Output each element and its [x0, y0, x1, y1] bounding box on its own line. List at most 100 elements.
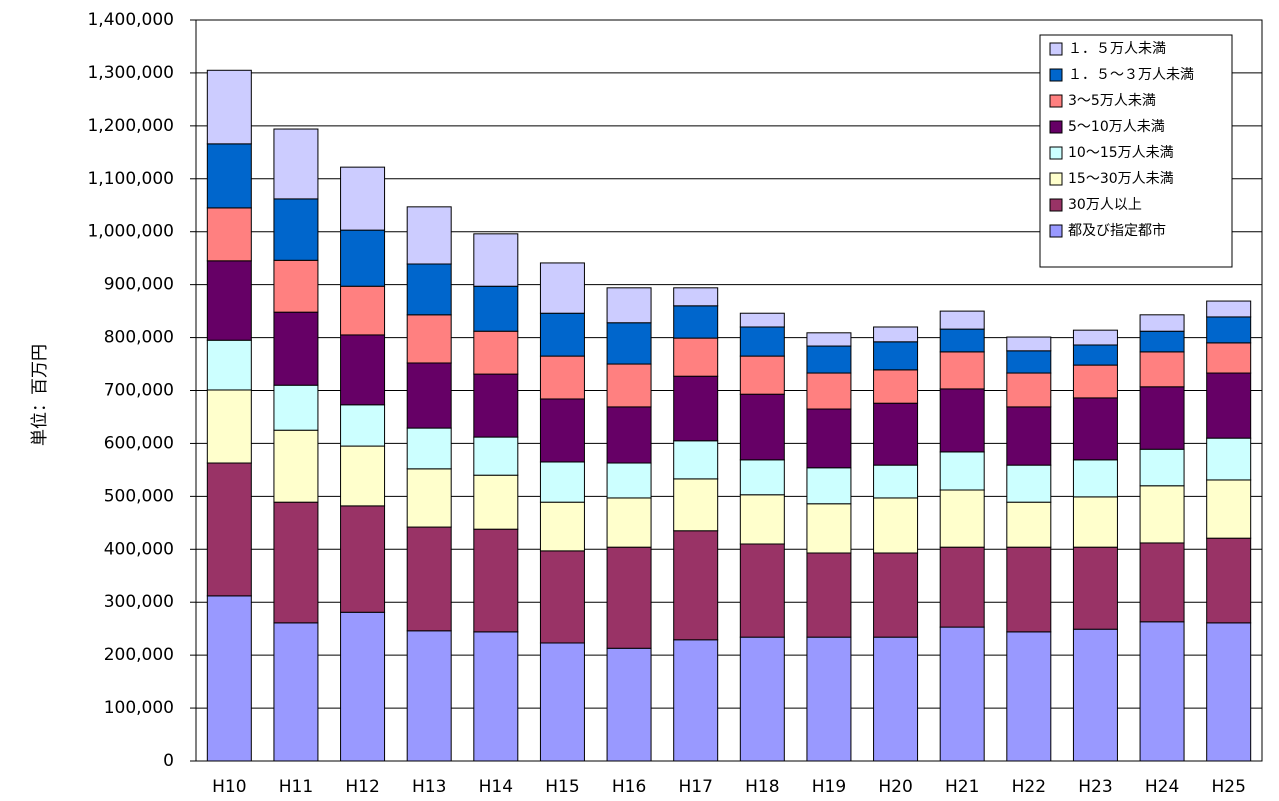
- bar-segment: [539, 398, 585, 463]
- bar-segment: [473, 285, 519, 332]
- bar-segment: [340, 445, 386, 507]
- x-tick-label: H18: [745, 777, 779, 797]
- bar-segment: [739, 312, 785, 328]
- bar-segment: [739, 326, 785, 357]
- bar-segment: [806, 332, 852, 347]
- bar-segment: [206, 69, 252, 145]
- bar-segment: [340, 404, 386, 447]
- bar-segment: [1072, 364, 1118, 399]
- x-tick-label: H21: [945, 777, 979, 797]
- bar-segment: [1072, 496, 1118, 548]
- bar-segment: [939, 451, 985, 491]
- bar-segment: [473, 330, 519, 375]
- bar-segment: [1139, 351, 1185, 388]
- legend: １．５万人未満 １．５～３万人未満 3～5万人未満 5～10万人未満 10～15万人未満…: [1039, 34, 1233, 268]
- x-tick-label: H10: [212, 777, 246, 797]
- bar-segment: [273, 384, 319, 431]
- bar-segment: [273, 622, 319, 762]
- legend-swatch: [1049, 42, 1063, 56]
- bar-segment: [606, 406, 652, 464]
- bar-segment: [340, 229, 386, 287]
- bar-segment: [1206, 537, 1252, 624]
- y-tick-label: 0: [163, 751, 174, 771]
- legend-swatch: [1049, 172, 1063, 186]
- bar-segment: [1006, 372, 1052, 408]
- bar-segment: [873, 369, 919, 404]
- bar-segment: [206, 462, 252, 597]
- bar-segment: [806, 372, 852, 410]
- bar-segment: [1139, 448, 1185, 487]
- bar-segment: [606, 497, 652, 548]
- bar-segment: [1072, 459, 1118, 498]
- bar-segment: [806, 636, 852, 762]
- bar-segment: [1139, 621, 1185, 762]
- bar-segment: [606, 287, 652, 324]
- bar-segment: [406, 362, 452, 429]
- bar-segment: [1206, 372, 1252, 439]
- bar-segment: [873, 326, 919, 343]
- x-tick-label: H13: [412, 777, 446, 797]
- x-tick-label: H11: [279, 777, 313, 797]
- y-tick-label: 800,000: [104, 328, 174, 348]
- x-tick-label: H16: [612, 777, 646, 797]
- x-tick-label: H23: [1078, 777, 1112, 797]
- y-tick-label: 100,000: [104, 698, 174, 718]
- bar-segment: [739, 636, 785, 762]
- legend-label: 都及び指定都市: [1068, 222, 1166, 239]
- bar-segment: [806, 552, 852, 638]
- bar-segment: [539, 312, 585, 357]
- bar-segment: [273, 259, 319, 313]
- bar-segment: [873, 402, 919, 466]
- bar-segment: [473, 474, 519, 530]
- y-tick-label: 700,000: [104, 381, 174, 401]
- legend-swatch: [1049, 68, 1063, 82]
- y-tick-label: 300,000: [104, 592, 174, 612]
- bar-segment: [939, 351, 985, 390]
- bar-segment: [606, 322, 652, 365]
- bar-segment: [873, 341, 919, 371]
- bar-segment: [873, 464, 919, 499]
- x-tick-label: H24: [1145, 777, 1179, 797]
- bar-segment: [673, 440, 719, 480]
- bar-segment: [1072, 546, 1118, 630]
- bar-segment: [673, 530, 719, 641]
- bar-segment: [806, 503, 852, 554]
- legend-label: 10～15万人未満: [1068, 145, 1174, 161]
- y-tick-label: 1,000,000: [87, 222, 174, 242]
- bar-segment: [1072, 397, 1118, 461]
- bar-segment: [673, 305, 719, 339]
- x-tick-label: H22: [1012, 777, 1046, 797]
- bar-segment: [539, 355, 585, 400]
- bar-segment: [939, 489, 985, 548]
- x-tick-label: H14: [479, 777, 513, 797]
- bar-segment: [406, 427, 452, 470]
- x-tick-label: H12: [345, 777, 379, 797]
- legend-swatch: [1049, 198, 1063, 212]
- legend-swatch: [1049, 146, 1063, 160]
- bar-segment: [1139, 485, 1185, 544]
- y-tick-label: 1,400,000: [87, 10, 174, 30]
- x-tick-label: H15: [545, 777, 579, 797]
- bar-segment: [806, 408, 852, 469]
- bar-segment: [673, 639, 719, 762]
- legend-swatch: [1049, 224, 1063, 238]
- y-tick-label: 1,100,000: [87, 169, 174, 189]
- bar-segment: [739, 393, 785, 461]
- x-tick-label: H17: [678, 777, 712, 797]
- bar-segment: [1139, 386, 1185, 450]
- bar-segment: [406, 526, 452, 632]
- bar-segment: [1139, 542, 1185, 623]
- x-tick-label: H19: [812, 777, 846, 797]
- legend-label: １．５～３万人未満: [1068, 67, 1194, 83]
- bar-segment: [406, 206, 452, 265]
- bar-segment: [673, 337, 719, 377]
- y-tick-label: 1,200,000: [87, 116, 174, 136]
- bar-segment: [1206, 437, 1252, 481]
- y-tick-label: 1,300,000: [87, 63, 174, 83]
- bar-segment: [206, 207, 252, 262]
- bar-segment: [273, 429, 319, 503]
- x-tick-label: H25: [1211, 777, 1245, 797]
- bar-segment: [273, 128, 319, 200]
- bar-segment: [873, 552, 919, 638]
